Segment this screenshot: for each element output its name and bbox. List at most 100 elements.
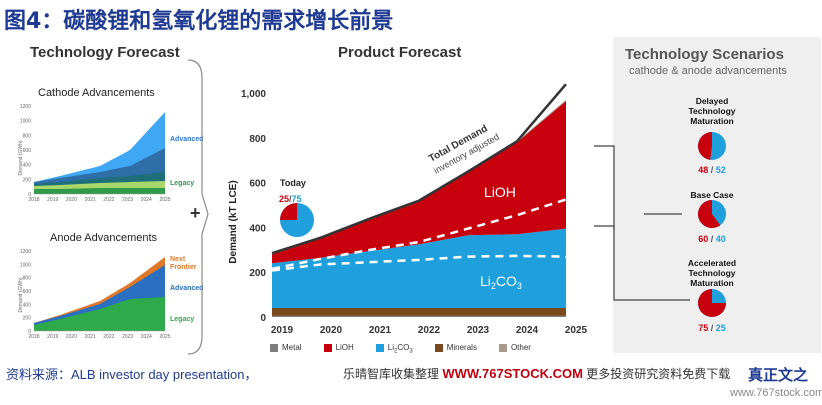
mini-xtick: 2023 bbox=[122, 334, 133, 340]
scenarios-title: Technology Scenarios bbox=[625, 46, 784, 63]
x-tick-label: 2023 bbox=[467, 325, 490, 336]
cathode-yticks: 1200 1000 800 600 400 200 0 bbox=[20, 104, 31, 198]
total-demand-line bbox=[271, 83, 567, 255]
technology-forecast-title: Technology Forecast bbox=[30, 44, 180, 61]
product-forecast-title: Product Forecast bbox=[338, 44, 462, 61]
watermark: 乐晴智库收集整理 WWW.767STOCK.COM 更多投资研究资料免费下载 bbox=[343, 366, 731, 381]
mini-ytick: 1200 bbox=[20, 249, 31, 255]
scenario-pie-2 bbox=[698, 289, 726, 317]
today-pie-chart bbox=[280, 203, 314, 237]
anode-legacy-area bbox=[34, 297, 165, 331]
anode-yticks: 1200 1000 800 600 400 200 0 bbox=[20, 249, 31, 335]
connector-delayed bbox=[594, 145, 615, 230]
scenario-base: Base Case bbox=[672, 190, 752, 200]
mini-xtick: 2025 bbox=[159, 197, 170, 203]
scenario-pie-1-lioh bbox=[698, 200, 721, 229]
site-url: www.767stock.com bbox=[730, 387, 822, 399]
mini-xtick: 2019 bbox=[47, 197, 58, 203]
mini-xtick: 2022 bbox=[103, 197, 114, 203]
mini-xtick: 2024 bbox=[141, 334, 152, 340]
y-tick-label: 1,000 bbox=[241, 89, 266, 100]
mini-ytick: 1200 bbox=[20, 104, 31, 110]
scenario-delayed-name: Delayed Technology Maturation bbox=[688, 96, 736, 126]
lioh-label: LiOH bbox=[484, 184, 516, 200]
mini-xtick: 2020 bbox=[66, 197, 77, 203]
mini-xtick: 2025 bbox=[159, 334, 170, 340]
mini-ytick: 400 bbox=[23, 163, 32, 169]
mini-xtick: 2021 bbox=[85, 197, 96, 203]
scenario-delayed-split: 48 / 52 bbox=[698, 165, 726, 175]
scenario-pie-0-lioh bbox=[698, 132, 712, 160]
anode-xticks: 2018 2019 2020 2021 2022 2023 2024 2025 bbox=[28, 334, 170, 340]
y-tick-label: 400 bbox=[249, 223, 266, 234]
anode-next-frontier-label-1: Next bbox=[170, 256, 186, 263]
y-tick-label: 200 bbox=[249, 268, 266, 279]
left-bracket bbox=[187, 59, 209, 355]
area-metal bbox=[272, 315, 566, 317]
mini-xtick: 2023 bbox=[122, 197, 133, 203]
cathode-legacy-dark-area bbox=[34, 188, 165, 194]
anode-advanced-label: Advanced bbox=[170, 285, 203, 292]
legend-item: Li2CO3 bbox=[375, 343, 413, 355]
anode-ylabel: Demand (GWh) bbox=[18, 277, 24, 312]
mini-xtick: 2020 bbox=[66, 334, 77, 340]
mini-xtick: 2018 bbox=[28, 334, 39, 340]
figure-title: 图4：碳酸锂和氢氧化锂的需求增长前景 bbox=[4, 9, 394, 34]
mini-ytick: 200 bbox=[23, 316, 32, 322]
scenario-pie-1 bbox=[698, 200, 726, 229]
plus-sign: + bbox=[190, 203, 201, 223]
scenario-accelerated-split: 75 / 25 bbox=[698, 323, 726, 333]
scenario-pie-2-lioh bbox=[698, 289, 726, 317]
li2co3-label: Li2CO3 bbox=[480, 273, 522, 291]
x-tick-label: 2022 bbox=[418, 325, 441, 336]
legend-item: Metal bbox=[270, 343, 302, 352]
x-tick-label: 2020 bbox=[320, 325, 343, 336]
scenario-delayed: Delayed Technology Maturation bbox=[672, 96, 752, 126]
cathode-advanced-label: Advanced bbox=[170, 136, 203, 143]
x-tick-label: 2019 bbox=[271, 325, 294, 336]
mini-ytick: 800 bbox=[23, 133, 32, 139]
legend-item: Minerals bbox=[434, 343, 477, 352]
y-axis-label: Demand (kT LCE) bbox=[228, 180, 239, 263]
x-tick-label: 2024 bbox=[516, 325, 539, 336]
mini-ytick: 200 bbox=[23, 177, 32, 183]
x-tick-labels: 2019 2020 2021 2022 2023 2024 2025 bbox=[271, 325, 588, 336]
today-annotation: Today 25/75 bbox=[279, 178, 314, 237]
area-li2co3 bbox=[272, 228, 566, 309]
today-pie-chart-lioh bbox=[280, 203, 297, 220]
connector-accelerated bbox=[594, 225, 690, 301]
x-tick-label: 2025 bbox=[565, 325, 588, 336]
area-minerals bbox=[272, 308, 566, 316]
anode-title: Anode Advancements bbox=[50, 232, 158, 244]
mini-ytick: 0 bbox=[28, 329, 31, 335]
mini-ytick: 600 bbox=[23, 289, 32, 295]
legend-item: LiOH bbox=[323, 343, 354, 352]
scenario-pie-0 bbox=[698, 132, 726, 160]
cathode-xticks: 2018 2019 2020 2021 2022 2023 2024 2025 bbox=[28, 197, 170, 203]
scenario-base-split: 60 / 40 bbox=[698, 234, 726, 244]
y-tick-label: 800 bbox=[249, 134, 266, 145]
scenario-accelerated-name: Accelerated Technology Maturation bbox=[687, 258, 737, 288]
mini-ytick: 0 bbox=[28, 192, 31, 198]
today-split: 25/75 bbox=[279, 194, 302, 204]
mini-ytick: 1000 bbox=[20, 119, 31, 125]
mini-xtick: 2024 bbox=[141, 197, 152, 203]
y-tick-labels: 0 200 400 600 800 1,000 bbox=[241, 89, 266, 324]
cathode-title: Cathode Advancements bbox=[38, 87, 155, 99]
today-pie bbox=[280, 203, 314, 237]
y-tick-label: 600 bbox=[249, 179, 266, 190]
mini-ytick: 400 bbox=[23, 302, 32, 308]
cathode-ylabel: Demand (GWh) bbox=[18, 140, 24, 175]
mini-xtick: 2022 bbox=[103, 334, 114, 340]
source-note: 资料来源：ALB investor day presentation， bbox=[6, 367, 258, 382]
stamp-text: 真正文之 bbox=[748, 366, 809, 384]
today-label: Today bbox=[280, 178, 306, 188]
cathode-legacy-label: Legacy bbox=[170, 180, 194, 187]
legend-item: Other bbox=[498, 343, 531, 352]
scenario-pies bbox=[698, 132, 726, 317]
anode-next-frontier-label-2: Frontier bbox=[170, 264, 197, 271]
legend: Metal LiOH Li2CO3 Minerals Other bbox=[270, 343, 590, 357]
